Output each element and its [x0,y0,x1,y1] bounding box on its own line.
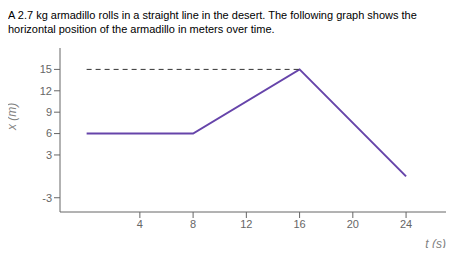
svg-text:9: 9 [46,106,52,118]
svg-text:8: 8 [190,218,196,230]
svg-text:16: 16 [293,218,305,230]
svg-text:-3: -3 [42,192,52,204]
svg-text:20: 20 [347,218,359,230]
svg-text:t (s): t (s) [425,237,446,248]
svg-text:15: 15 [40,63,52,75]
svg-text:4: 4 [137,218,143,230]
svg-text:12: 12 [240,218,252,230]
svg-text:6: 6 [46,127,52,139]
svg-text:24: 24 [400,218,412,230]
svg-text:3: 3 [46,149,52,161]
svg-text:x (m): x (m) [8,103,19,131]
svg-text:12: 12 [40,85,52,97]
html-text:A 2.7 kg armadillo rolls in a: A 2.7 kg armadillo rolls in a straight l… [8,9,417,35]
